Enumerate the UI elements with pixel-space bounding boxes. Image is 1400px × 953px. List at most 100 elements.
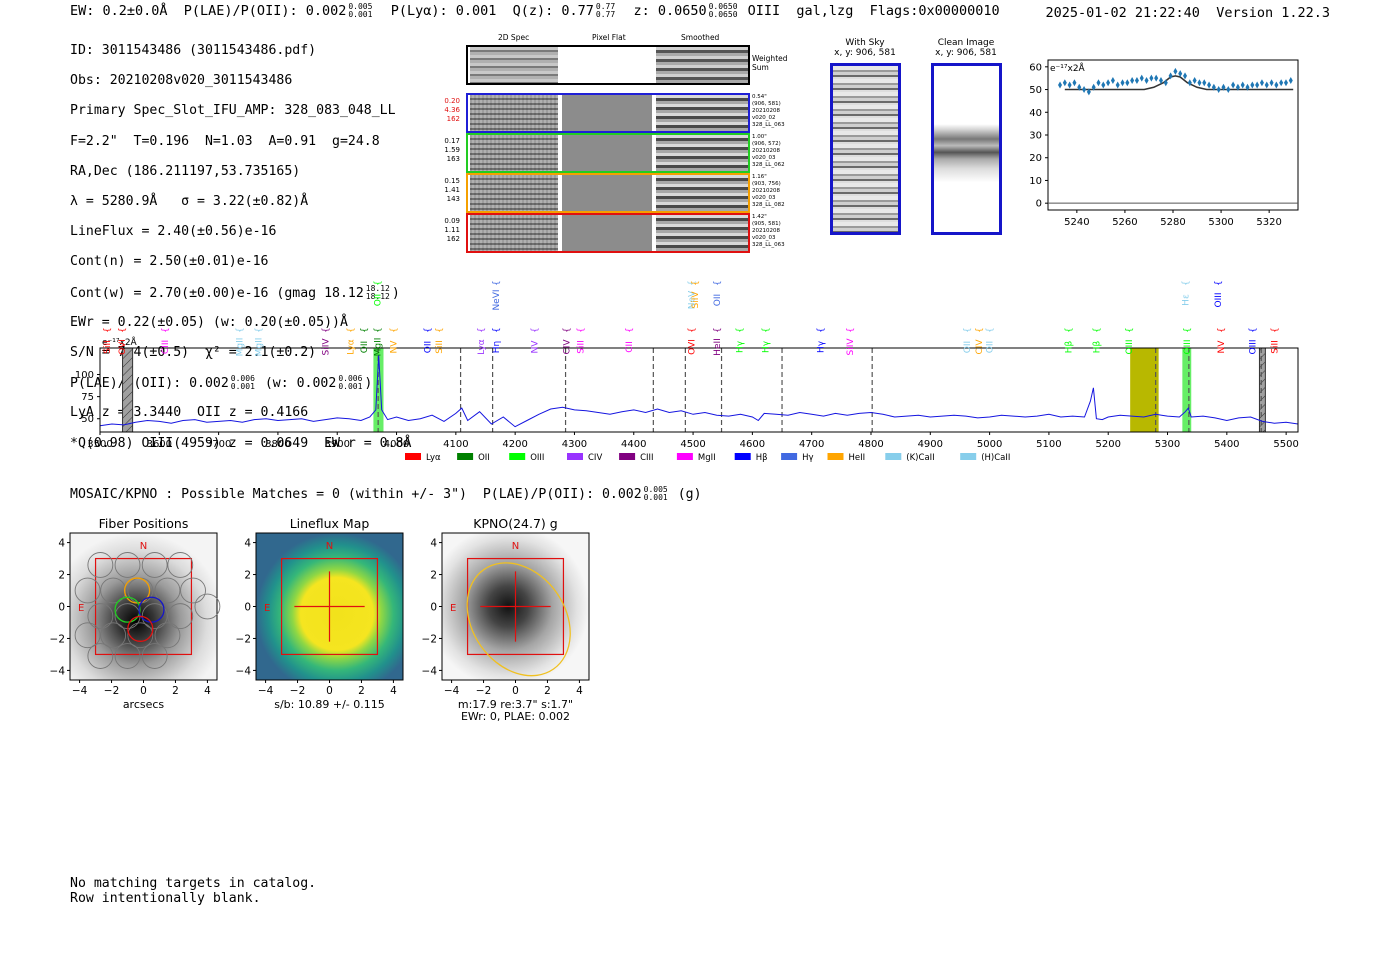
spectrum-line-label: HeII { <box>713 327 723 356</box>
spectrum-line-name: MgII <box>254 338 264 357</box>
zoom-data-point <box>1082 86 1087 94</box>
header-tail: OIII gal,lzg Flags:0x00000010 <box>747 3 1000 19</box>
zoom-data-point <box>1269 79 1274 87</box>
panel-ytick-label: 4 <box>58 538 65 550</box>
header-plae-frac: 0.005 0.001 <box>348 2 373 19</box>
zoom-data-point <box>1091 83 1096 91</box>
spectrum-line-name: Hβ <box>1092 340 1102 353</box>
full-spectrum-chart: 50 75 100 3500 3600 3700 3800 3900 4000 4100 4200 4… <box>75 280 1299 463</box>
spectrum-line-name: NV <box>390 340 400 354</box>
spectrum-line-name: OII <box>963 341 973 353</box>
spectrum-line-bracket: { <box>1092 327 1102 333</box>
panel-north-label: N <box>512 541 519 552</box>
spectrum-line-bracket: { <box>563 327 573 333</box>
panel-ytick-label: 2 <box>430 570 437 582</box>
spectrum-line-label: MgII { <box>235 327 245 356</box>
zoom-ytick-label: 0 <box>1036 199 1042 210</box>
zoom-ytick-label: 20 <box>1029 153 1042 164</box>
zoom-data-point <box>1096 79 1101 87</box>
weighted-2d-image <box>470 47 558 83</box>
cutout-row <box>466 213 750 253</box>
cutout-flat-image <box>562 215 652 251</box>
cutout-row-meta: 1.16" (903, 756) 20210208 v020_03 328_LL… <box>752 174 785 208</box>
spectrum-line-bracket: { <box>118 327 128 333</box>
cutout-row-stats: 0.15 1.41 143 <box>444 177 460 203</box>
zoom-data-point <box>1130 76 1135 84</box>
zoom-ytick-label: 50 <box>1029 85 1042 96</box>
spectrum-line-bracket: { <box>360 327 370 333</box>
spectrum-line-bracket: { <box>374 327 384 333</box>
spectrum-line-name: OIII <box>1214 292 1224 307</box>
cutout-flat-image <box>562 135 652 171</box>
spectrum-line-name: OVI <box>687 339 697 355</box>
zoom-data-point <box>1058 81 1063 89</box>
spectrum-line-name: CIII <box>161 340 171 354</box>
panel-xlabel: m:17.9 re:3.7" s:1.7" <box>458 698 573 711</box>
info-q: *Q(0.98) OIII(4959) z = 0.0649 EW r = 0.… <box>70 435 412 451</box>
cutout-smooth-image <box>656 175 748 211</box>
zoom-data-point <box>1173 67 1178 75</box>
footer-line-1: No matching targets in catalog. <box>70 876 317 891</box>
cutout-header-2d: 2D Spec <box>498 33 530 42</box>
legend-label: (H)CaII <box>981 453 1010 463</box>
spectrum-xtick-label: 4800 <box>858 439 883 450</box>
fiber-circle-highlight <box>114 596 141 623</box>
with-sky-stamp <box>830 63 901 235</box>
spectrum-xtick-label: 3800 <box>265 439 290 450</box>
zoom-xtick-label: 5260 <box>1112 217 1137 228</box>
spectrum-line-name: CII <box>625 341 635 353</box>
cutout-flat-image <box>562 175 652 211</box>
info-primary: Primary Spec_Slot_IFU_AMP: 328_083_048_L… <box>70 103 396 119</box>
clean-image-stamp <box>931 63 1002 235</box>
panel-xtick-label: 0 <box>140 685 147 697</box>
spectrum-line-bracket: { <box>1270 327 1280 333</box>
spectrum-line-label: CIV { <box>563 327 573 354</box>
spectrum-line-label: OII { <box>374 280 384 306</box>
spectrum-line-label: OII { <box>360 327 370 353</box>
spectrum-line-name: OII <box>713 294 723 306</box>
fiber-circle <box>127 622 154 649</box>
info-lambda: λ = 5280.9Å σ = 3.22(±0.82)Å <box>70 194 309 210</box>
header-datetime: 2025-01-02 21:22:40 <box>1045 5 1200 21</box>
zoom-data-point <box>1231 81 1236 89</box>
panel-xtick-label: −4 <box>258 685 274 697</box>
spectrum-xtick-label: 4300 <box>562 439 587 450</box>
spectrum-xtick-label: 3500 <box>87 439 112 450</box>
spectrum-line-label: OII { <box>713 280 723 306</box>
zoom-data-point <box>1067 81 1072 89</box>
panel-ytick-label: 0 <box>244 602 251 614</box>
cutout-smooth-image <box>656 95 748 131</box>
zoom-ylabel: e⁻¹⁷x2Å <box>1050 62 1086 74</box>
panel-xtick-label: −2 <box>290 685 305 697</box>
zoom-data-point <box>1086 88 1091 96</box>
spectrum-line-name: OII <box>423 341 433 353</box>
zoom-data-point <box>1264 81 1269 89</box>
info-obs: Obs: 20210208v020_3011543486 <box>70 73 293 89</box>
zoom-data-point <box>1226 86 1231 94</box>
spectrum-line-bracket: { <box>423 327 433 333</box>
spectrum-line-label: OIII { <box>1248 327 1258 354</box>
panel-xtick-label: 4 <box>390 685 397 697</box>
spectrum-line-bracket: { <box>1064 327 1074 333</box>
spectrum-line-label: OII { <box>423 327 433 353</box>
header-z: z: 0.0650 <box>633 3 707 19</box>
header-z-frac: 0.0650 0.0650 <box>708 2 738 19</box>
panel-aperture-box <box>280 557 379 656</box>
zoom-data-point <box>1120 79 1125 87</box>
panel-ytick-label: −2 <box>422 633 437 645</box>
zoom-data-point <box>1221 83 1226 91</box>
spectrum-shaded-region <box>1130 348 1159 432</box>
spectrum-line-label: CIII { <box>161 327 171 354</box>
panel-ytick-label: −2 <box>236 633 251 645</box>
zoom-xtick-label: 5320 <box>1256 217 1281 228</box>
zoom-data-point <box>1183 72 1188 80</box>
spectrum-line-name: Hγ <box>761 340 771 353</box>
spectrum-xtick-label: 5000 <box>977 439 1002 450</box>
spectrum-line-name: SiIV <box>846 338 856 356</box>
header-datetime-version: 2025-01-02 21:22:40 Version 1.22.3 <box>1046 5 1331 21</box>
legend-label: Hγ <box>802 453 813 463</box>
clean-stamp-title: Clean Image x, y: 906, 581 <box>935 38 997 58</box>
panel-ytick-label: −2 <box>50 633 65 645</box>
zoom-data-point <box>1178 70 1183 78</box>
fiber-circle <box>141 643 168 669</box>
